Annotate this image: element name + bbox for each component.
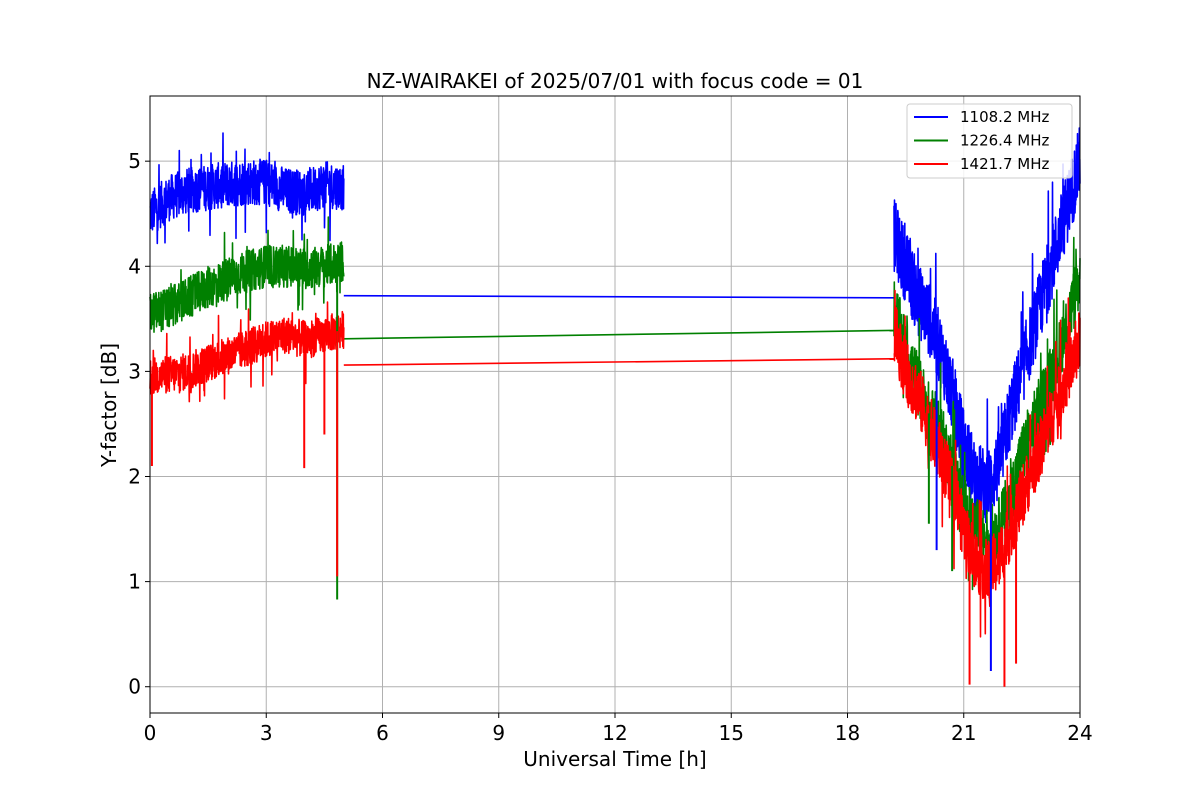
legend-entry: 1226.4 MHz [960,132,1049,150]
chart-title: NZ-WAIRAKEI of 2025/07/01 with focus cod… [367,69,864,93]
x-tick-label: 12 [602,721,627,745]
x-axis-label: Universal Time [h] [523,747,706,771]
plot-area [149,127,1081,687]
x-tick-label: 6 [376,721,389,745]
series-line [343,358,895,366]
legend-entry: 1108.2 MHz [960,108,1049,126]
series-line [149,216,345,333]
x-tick-label: 0 [144,721,157,745]
series-line [149,301,345,403]
series-line [343,329,895,340]
series-1 [149,216,1081,591]
x-tick-label: 24 [1067,721,1092,745]
y-axis-label: Y-factor [dB] [97,343,121,468]
y-tick-label: 1 [128,570,141,594]
y-tick-label: 2 [128,465,141,489]
y-tick-label: 3 [128,359,141,383]
x-tick-label: 15 [719,721,744,745]
y-tick-label: 5 [128,149,141,173]
y-tick-label: 4 [128,254,141,278]
series-line [893,289,1081,638]
x-tick-label: 9 [492,721,505,745]
x-tick-label: 21 [951,721,976,745]
series-2 [149,289,1081,638]
x-tick-label: 18 [835,721,860,745]
series-line [893,236,1081,591]
series-line [343,294,895,299]
legend: 1108.2 MHz 1226.4 MHz 1421.7 MHz [906,103,1073,179]
x-tick-label: 3 [260,721,273,745]
y-tick-label: 0 [128,675,141,699]
legend-entry: 1421.7 MHz [960,155,1049,173]
series-line [149,132,345,245]
legend-box [906,103,1073,179]
